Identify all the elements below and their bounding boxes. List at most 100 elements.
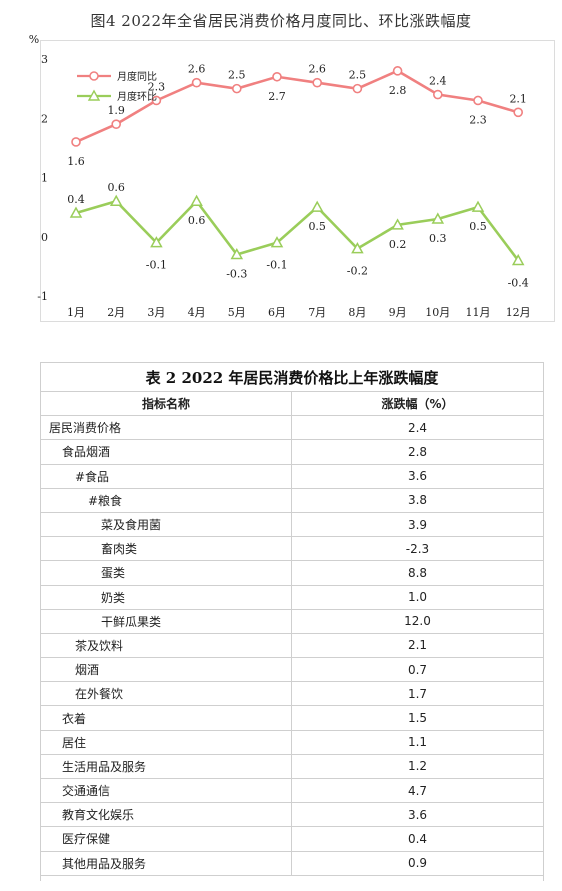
indicator-name: 教育文化娱乐	[40, 802, 292, 828]
data-label: 2.6	[188, 63, 206, 76]
data-point-mom	[270, 236, 284, 248]
indicator-name: 在外餐饮	[40, 681, 292, 707]
change-value: 2.4	[291, 415, 544, 441]
change-value: 1.5	[291, 705, 544, 731]
change-value: 3.6	[291, 802, 544, 828]
data-point-yoy	[111, 119, 121, 129]
x-tick-label: 7月	[308, 306, 326, 319]
series-line-mom	[75, 199, 520, 262]
cpi-table: 指标名称 涨跌幅（%） 居民消费价格 2.4 食品烟酒 2.8 #食品 3.6 #粮食 3.8…	[40, 390, 544, 876]
data-label: 2.3	[469, 113, 487, 126]
change-value: 4.7	[291, 777, 544, 804]
data-label: 0.3	[429, 232, 447, 245]
data-label: -0.3	[226, 268, 247, 281]
indicator-name: 居住	[40, 729, 292, 755]
data-label: 0.2	[389, 238, 407, 251]
data-point-yoy	[272, 71, 282, 82]
x-tick-label: 11月	[466, 306, 491, 319]
table-row: #食品 3.6	[40, 463, 544, 489]
table-row: 烟酒 0.7	[40, 657, 544, 683]
series-line-yoy	[75, 69, 519, 144]
x-tick-label: 10月	[425, 306, 450, 319]
table-row: 医疗保健 0.4	[40, 826, 544, 852]
data-point-yoy	[352, 83, 363, 94]
y-unit-label: %	[29, 33, 39, 46]
y-tick-label: -1	[37, 290, 48, 303]
indicator-name: 茶及饮料	[40, 632, 292, 659]
data-point-mom	[391, 218, 404, 230]
indicator-name: 烟酒	[40, 657, 292, 683]
indicator-name: #食品	[40, 463, 292, 489]
data-label: 0.6	[107, 181, 125, 194]
data-point-mom	[190, 194, 203, 206]
change-value: 1.2	[291, 753, 544, 780]
change-value: 0.7	[291, 657, 544, 683]
indicator-name: 交通通信	[40, 777, 292, 804]
indicator-name: 其他用品及服务	[40, 850, 292, 876]
data-label: 0.5	[469, 220, 487, 233]
table-row: #粮食 3.8	[40, 487, 544, 513]
x-tick-label: 3月	[147, 306, 165, 319]
indicator-name: 蛋类	[40, 560, 292, 586]
data-label: -0.2	[347, 265, 368, 278]
data-label: 0.5	[308, 220, 326, 233]
data-label: 2.6	[308, 63, 326, 76]
x-tick-label: 1月	[67, 306, 85, 319]
data-point-yoy	[191, 77, 202, 88]
data-point-yoy	[151, 95, 162, 106]
data-point-yoy	[392, 66, 403, 76]
change-value: 3.6	[291, 463, 544, 489]
legend-marker-triangle	[87, 89, 101, 101]
change-value: 8.8	[291, 560, 544, 586]
data-point-yoy	[312, 77, 323, 88]
table-row: 交通通信 4.7	[40, 777, 544, 804]
data-point-mom	[69, 206, 83, 218]
indicator-name: 食品烟酒	[40, 439, 292, 465]
header-indicator: 指标名称	[40, 390, 292, 417]
table-row: 菜及食用菌 3.9	[40, 511, 544, 538]
indicator-name: 菜及食用菌	[40, 511, 292, 538]
y-tick-label: 3	[41, 53, 48, 66]
data-point-yoy	[432, 89, 443, 100]
table-row: 其他用品及服务 0.9	[40, 850, 544, 876]
change-value: 0.4	[291, 826, 544, 852]
change-value: 2.1	[291, 632, 544, 659]
data-label: 2.1	[509, 92, 527, 105]
change-value: 3.8	[291, 487, 544, 513]
legend-label: 月度同比	[117, 70, 157, 83]
data-point-yoy	[513, 107, 524, 118]
table-row: 在外餐饮 1.7	[40, 681, 544, 707]
data-point-mom	[471, 200, 485, 212]
data-label: 2.7	[268, 90, 286, 103]
x-tick-label: 9月	[389, 306, 407, 319]
header-change: 涨跌幅（%）	[291, 390, 544, 417]
x-tick-label: 4月	[188, 306, 206, 319]
indicator-name: 居民消费价格	[40, 415, 292, 441]
x-tick-label: 5月	[228, 306, 246, 319]
y-tick-label: 1	[41, 172, 48, 185]
data-point-mom	[150, 236, 163, 248]
data-point-mom	[230, 247, 244, 260]
x-tick-label: 12月	[506, 306, 531, 319]
data-point-mom	[351, 242, 364, 254]
change-value: -2.3	[291, 536, 544, 562]
indicator-name: 干鲜瓜果类	[40, 608, 292, 634]
table-row: 食品烟酒 2.8	[40, 439, 544, 465]
table-body: 居民消费价格 2.4 食品烟酒 2.8 #食品 3.6 #粮食 3.8 菜及食用菌 3.9 畜肉类 -…	[40, 415, 544, 876]
indicator-name: #粮食	[40, 487, 292, 513]
change-value: 3.9	[291, 511, 544, 538]
data-point-yoy	[473, 95, 483, 106]
change-value: 1.7	[291, 681, 544, 707]
x-tick-label: 2月	[107, 306, 125, 319]
indicator-name: 畜肉类	[40, 536, 292, 562]
data-label: 2.5	[228, 69, 246, 82]
legend-label: 月度环比	[117, 90, 157, 103]
data-point-mom	[109, 194, 123, 206]
data-label: -0.1	[266, 259, 287, 272]
data-label: -0.1	[146, 259, 167, 272]
data-label: 2.5	[349, 69, 367, 82]
data-point-yoy	[71, 137, 81, 147]
data-label: 2.8	[389, 84, 407, 97]
data-label: -0.4	[508, 276, 529, 289]
table-row: 生活用品及服务 1.2	[40, 753, 544, 780]
